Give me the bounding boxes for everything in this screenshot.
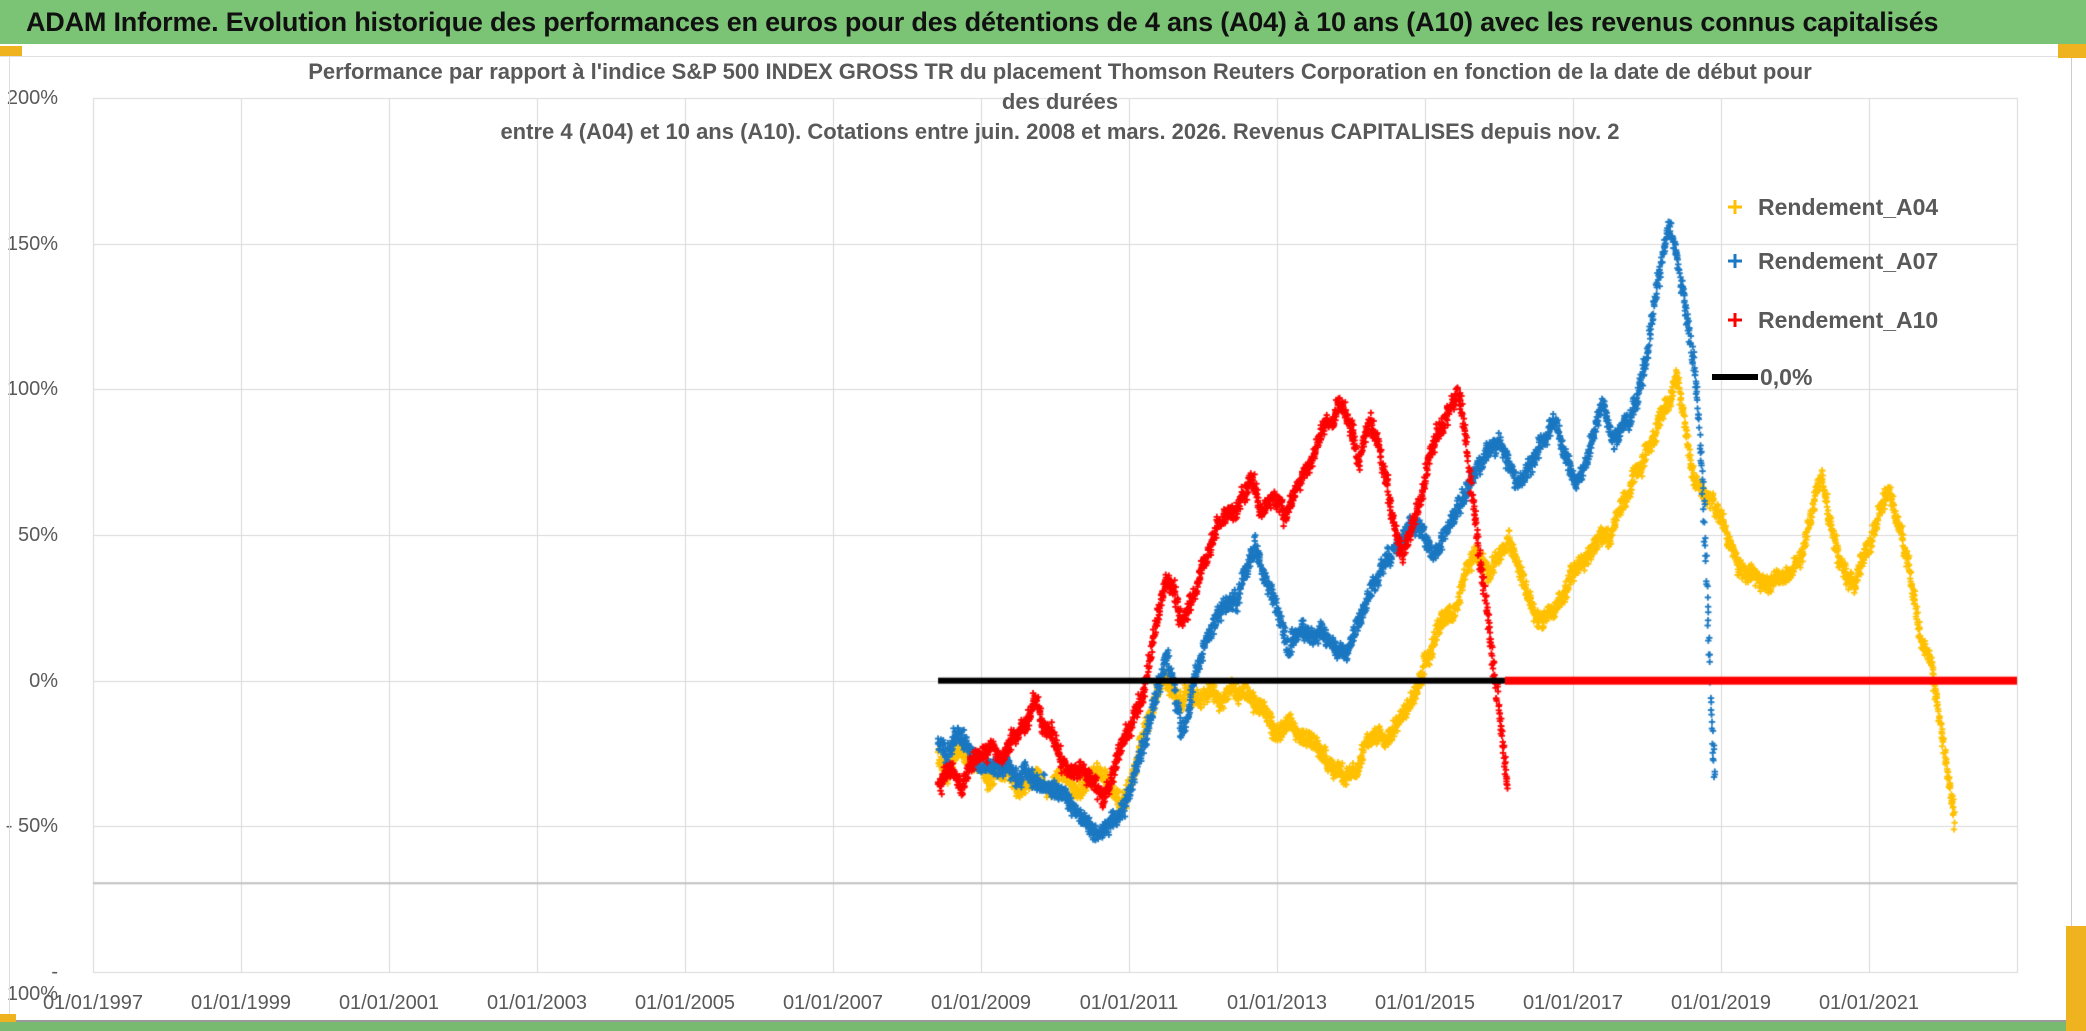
x-tick-label: 01/01/2007 [782, 992, 884, 1014]
y-tick-label: 200% [6, 87, 58, 109]
x-tick-label: 01/01/2001 [338, 992, 440, 1014]
chart-title: Performance par rapport à l'indice S&P 5… [230, 57, 1890, 147]
y-tick-label: - 100% [6, 961, 58, 1005]
y-tick-label: 0% [29, 669, 58, 692]
frame-border-left [9, 57, 10, 1020]
zero-line-sample [1712, 374, 1758, 380]
chart-title-line-3: entre 4 (A04) et 10 ans (A10). Cotations… [500, 119, 1620, 144]
corner-accent-bottom-right [2066, 926, 2086, 1031]
x-tick-label: 01/01/2005 [634, 992, 736, 1014]
legend-label: 0,0% [1760, 363, 1813, 390]
x-tick-label: 01/01/2011 [1079, 992, 1179, 1014]
corner-accent-bottom-left [0, 1014, 16, 1022]
frame-border-bottom [0, 1020, 2086, 1022]
plus-marker-icon [1712, 251, 1758, 271]
y-tick-label: 150% [6, 232, 58, 255]
x-tick-label: 01/01/2015 [1374, 992, 1476, 1014]
corner-accent-top-left [0, 46, 22, 56]
x-tick-label: 01/01/1997 [42, 992, 144, 1014]
app-header: ADAM Informe. Evolution historique des p… [0, 0, 2086, 44]
x-tick-label: 01/01/2009 [930, 992, 1032, 1014]
legend-label: Rendement_A10 [1758, 306, 1939, 333]
x-tick-label: 01/01/1999 [190, 992, 292, 1014]
plus-marker-icon [1712, 197, 1758, 217]
x-tick-label: 01/01/2017 [1522, 992, 1624, 1014]
plus-marker-icon [1712, 310, 1758, 330]
legend-item-a07: Rendement_A07 [1712, 244, 1938, 278]
y-tick-label: 100% [6, 378, 58, 401]
corner-accent-top-right [2058, 44, 2086, 58]
frame-border-top [0, 56, 2086, 57]
x-tick-label: 01/01/2003 [486, 992, 588, 1014]
page-title: ADAM Informe. Evolution historique des p… [26, 6, 1939, 37]
legend-label: Rendement_A07 [1758, 247, 1939, 274]
chart-title-line-2: des durées [1001, 89, 1119, 114]
legend-item-zero-line: 0,0% [1712, 360, 1812, 394]
y-tick-label: 50% [17, 524, 58, 546]
legend-item-a10: Rendement_A10 [1712, 303, 1938, 337]
frame-border-right [2071, 57, 2072, 1020]
legend-item-a04: Rendement_A04 [1712, 190, 1938, 224]
x-tick-label: 01/01/2021 [1818, 992, 1920, 1014]
x-tick-label: 01/01/2013 [1226, 992, 1328, 1014]
y-tick-label: - 50% [5, 815, 58, 838]
legend-label: Rendement_A04 [1758, 193, 1939, 220]
chart-title-line-1: Performance par rapport à l'indice S&P 5… [308, 59, 1812, 84]
x-tick-label: 01/01/2019 [1670, 992, 1772, 1014]
footer-bar [0, 1022, 2086, 1031]
